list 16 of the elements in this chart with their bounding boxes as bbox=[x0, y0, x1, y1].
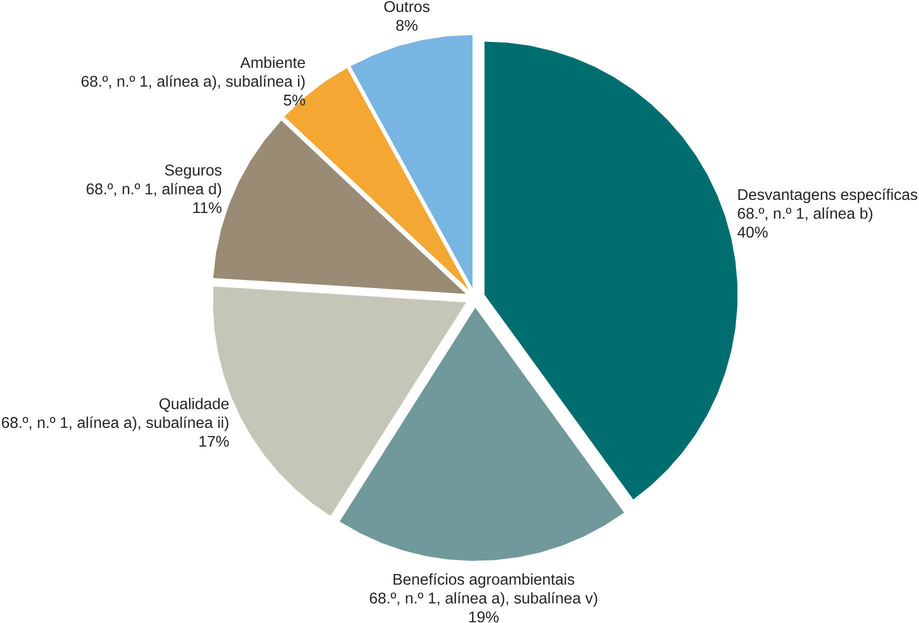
text: 68.º, n.º 1, alínea d) bbox=[86, 182, 222, 198]
slice-label: Qualidade bbox=[159, 398, 229, 412]
text: 68.º, n.º 1, alínea a), subalínea i) bbox=[82, 75, 305, 90]
text: 68.º, n.º 1, alínea a), subalínea ii) bbox=[2, 416, 228, 431]
slice-label: Ambiente bbox=[240, 56, 305, 68]
slice-label: Seguros bbox=[165, 164, 222, 178]
data-label: 11% bbox=[193, 202, 222, 213]
data-label: 17% bbox=[200, 436, 229, 447]
slice-label: Outros bbox=[384, 0, 430, 12]
data-label: 19% bbox=[469, 611, 499, 622]
data-label: 8% bbox=[396, 20, 418, 31]
text: 68.º, n.º 1, alínea a), subalínea v) bbox=[370, 592, 598, 606]
text: 68.º, n.º 1, alínea b) bbox=[738, 207, 872, 222]
slice-label: Desvantagens específicas bbox=[738, 188, 918, 203]
data-label: 40% bbox=[737, 226, 768, 238]
slice-label: Benefícios agroambientais bbox=[394, 572, 574, 588]
